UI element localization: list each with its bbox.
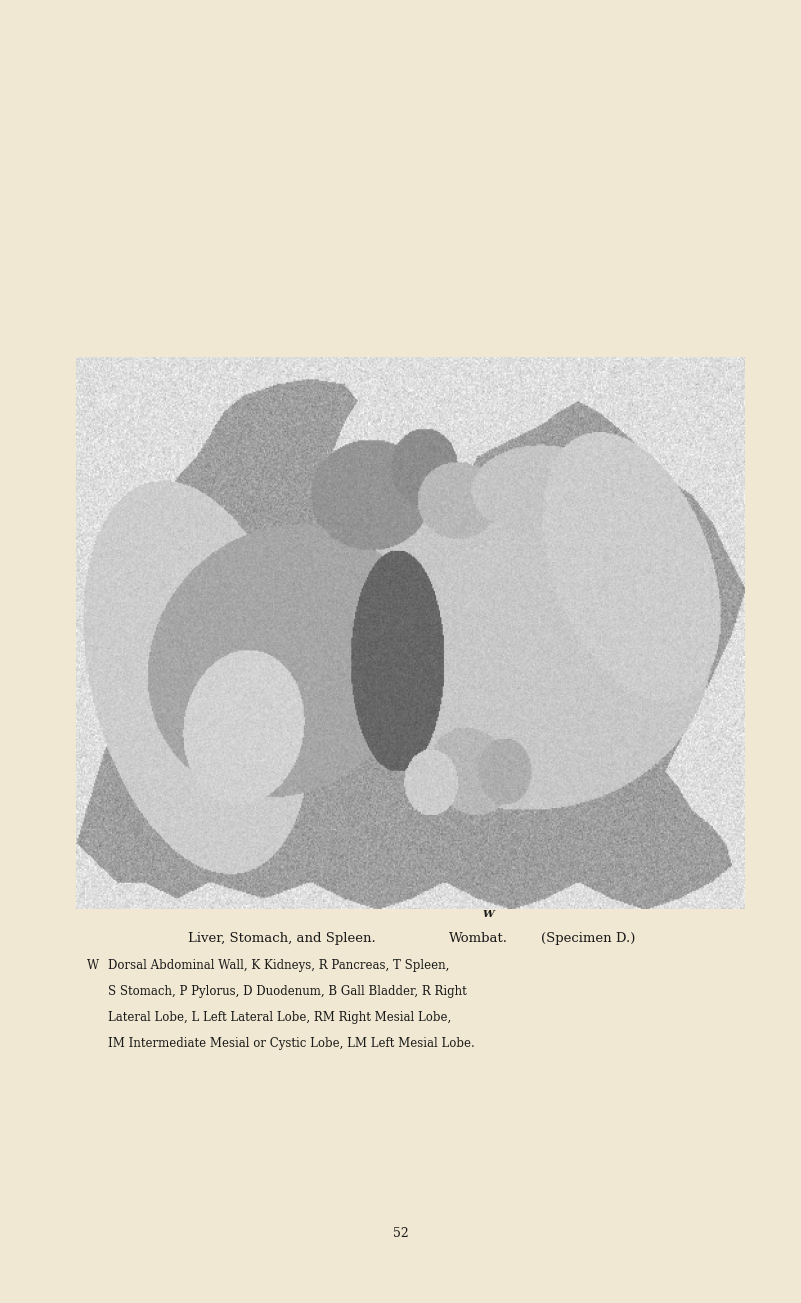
Text: IM Intermediate Mesial or Cystic Lobe, LM Left Mesial Lobe.: IM Intermediate Mesial or Cystic Lobe, L… (108, 1037, 475, 1050)
Text: P: P (413, 550, 421, 558)
Text: W: W (127, 869, 138, 877)
Text: W: W (483, 911, 494, 919)
Text: K: K (210, 732, 219, 740)
Text: K: K (408, 827, 417, 835)
Text: S: S (541, 609, 549, 616)
Text: K: K (442, 827, 452, 835)
Text: Wombat.: Wombat. (449, 932, 508, 945)
Text: LM.: LM. (537, 442, 560, 450)
Text: RM.: RM. (307, 468, 331, 476)
Text: S Stomach, P Pylorus, D Duodenum, B Gall Bladder, R Right: S Stomach, P Pylorus, D Duodenum, B Gall… (108, 985, 467, 998)
Text: Dorsal Abdominal Wall, K Kidneys, R Pancreas, T Spleen,: Dorsal Abdominal Wall, K Kidneys, R Panc… (108, 959, 449, 972)
Text: Liver, Stomach, and Spleen.: Liver, Stomach, and Spleen. (188, 932, 376, 945)
Text: 52: 52 (392, 1227, 409, 1240)
Text: R: R (379, 661, 387, 668)
Text: (Specimen D.): (Specimen D.) (541, 932, 635, 945)
Text: Lateral Lobe, L Left Lateral Lobe, RM Right Mesial Lobe,: Lateral Lobe, L Left Lateral Lobe, RM Ri… (108, 1011, 452, 1024)
Text: IM.: IM. (442, 468, 463, 476)
Text: B.: B. (420, 435, 433, 443)
Text: R.: R. (272, 589, 285, 597)
Text: W: W (87, 959, 99, 972)
Text: D.: D. (301, 648, 314, 655)
Text: L: L (702, 521, 710, 529)
Text: T: T (581, 827, 589, 835)
